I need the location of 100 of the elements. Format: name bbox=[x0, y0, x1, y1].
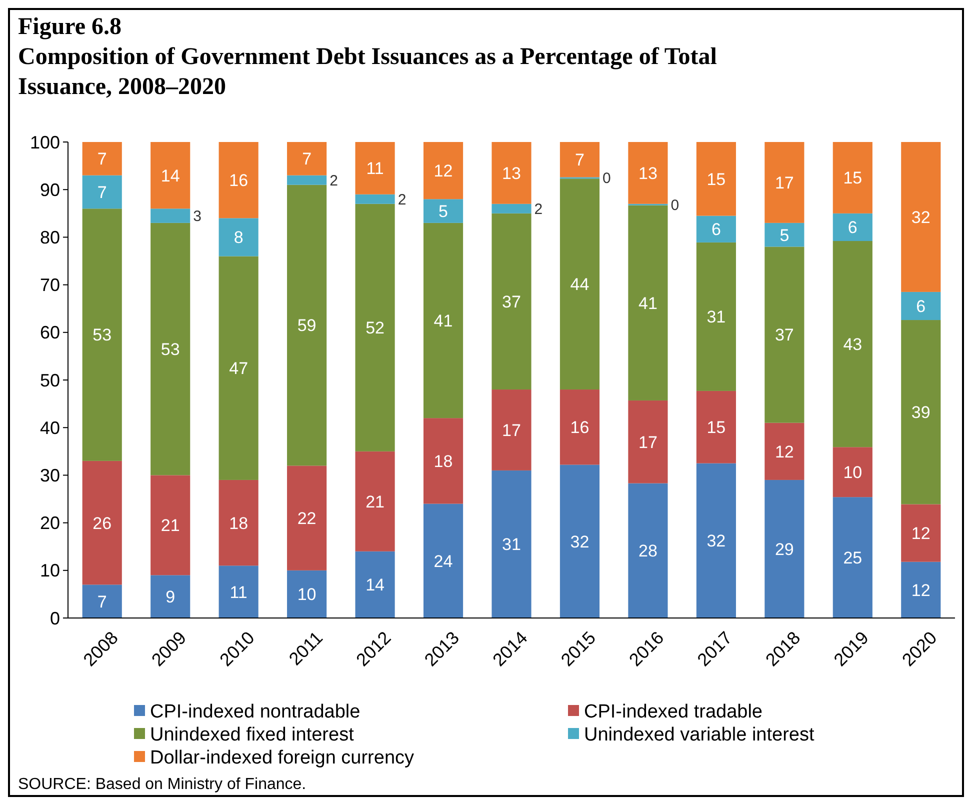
data-label: 12 bbox=[911, 580, 930, 600]
y-tick-label: 60 bbox=[40, 322, 60, 343]
data-label: 18 bbox=[229, 514, 248, 533]
bar bbox=[287, 466, 327, 570]
y-tick-label: 70 bbox=[40, 275, 60, 296]
bar bbox=[355, 204, 395, 452]
data-label: 16 bbox=[229, 171, 248, 190]
legend-label: Unindexed variable interest bbox=[584, 724, 815, 746]
bar bbox=[82, 460, 122, 585]
bar bbox=[560, 178, 600, 390]
y-tick-label: 90 bbox=[40, 180, 60, 200]
bar bbox=[82, 584, 122, 618]
bar bbox=[287, 570, 327, 618]
data-label: 52 bbox=[366, 318, 384, 338]
data-label: 32 bbox=[570, 532, 590, 552]
y-tick-label: 30 bbox=[40, 466, 60, 486]
data-label: 41 bbox=[638, 294, 658, 313]
data-label: 44 bbox=[570, 275, 590, 294]
data-label: 10 bbox=[297, 585, 316, 604]
bar bbox=[764, 142, 804, 223]
data-label: 7 bbox=[97, 150, 107, 169]
data-label: 10 bbox=[843, 463, 862, 482]
bar bbox=[423, 199, 464, 223]
bar bbox=[287, 175, 327, 185]
data-label: 5 bbox=[780, 226, 790, 245]
bar bbox=[764, 222, 804, 247]
bar bbox=[218, 256, 258, 480]
bar bbox=[355, 194, 395, 204]
bar bbox=[355, 551, 395, 618]
bar bbox=[218, 218, 258, 256]
data-label: 41 bbox=[434, 311, 453, 330]
source-note: SOURCE: Based on Ministry of Finance. bbox=[18, 776, 306, 793]
data-label: 15 bbox=[843, 168, 862, 188]
bar bbox=[82, 175, 122, 209]
bar bbox=[764, 422, 804, 480]
data-label: 13 bbox=[502, 164, 521, 183]
data-label: 17 bbox=[502, 420, 521, 440]
chart-title: Figure 6.8 Composition of Government Debt Issuances as a Percentage of Total Issuance, 2008–2020 bbox=[18, 14, 718, 100]
y-tick-label: 10 bbox=[40, 560, 60, 581]
bar bbox=[628, 483, 668, 618]
data-label: 17 bbox=[638, 432, 658, 452]
data-label: 32 bbox=[911, 208, 930, 227]
bar bbox=[218, 142, 258, 218]
bar bbox=[764, 480, 804, 618]
data-label: 7 bbox=[97, 182, 107, 202]
data-label: 2 bbox=[534, 200, 543, 218]
data-label: 2 bbox=[330, 172, 338, 190]
bar bbox=[492, 204, 532, 214]
y-tick-label: 80 bbox=[40, 228, 60, 248]
data-label: 53 bbox=[92, 326, 112, 345]
bar bbox=[628, 205, 668, 400]
bar bbox=[150, 208, 190, 223]
bar bbox=[423, 142, 464, 200]
data-label: 59 bbox=[297, 316, 316, 336]
data-label: 21 bbox=[366, 492, 384, 512]
bar bbox=[901, 292, 941, 320]
bar bbox=[492, 470, 532, 618]
bar bbox=[287, 142, 327, 176]
data-label: 6 bbox=[711, 220, 721, 240]
legend-label: Unindexed fixed interest bbox=[150, 724, 355, 746]
data-label: 31 bbox=[706, 308, 726, 327]
bar bbox=[82, 142, 122, 176]
data-label: 18 bbox=[434, 452, 453, 471]
bar bbox=[696, 390, 736, 464]
bar bbox=[218, 480, 258, 566]
data-label: 26 bbox=[92, 514, 112, 533]
bar bbox=[901, 142, 941, 292]
bar bbox=[355, 142, 395, 194]
bar bbox=[696, 463, 736, 618]
bar bbox=[492, 213, 532, 390]
data-label: 9 bbox=[166, 588, 176, 607]
bar bbox=[764, 246, 804, 423]
bar bbox=[287, 184, 327, 466]
data-label: 13 bbox=[638, 164, 658, 183]
y-tick-label: 0 bbox=[50, 608, 60, 628]
data-label: 6 bbox=[848, 218, 858, 238]
data-label: 32 bbox=[706, 532, 726, 551]
bar bbox=[150, 142, 190, 209]
data-label: 14 bbox=[160, 166, 180, 186]
data-label: 5 bbox=[438, 202, 448, 221]
data-label: 24 bbox=[434, 552, 453, 571]
y-tick-label: 100 bbox=[30, 132, 60, 152]
bar bbox=[492, 390, 532, 470]
data-label: 11 bbox=[366, 159, 384, 178]
data-label: 25 bbox=[843, 548, 862, 568]
data-label: 28 bbox=[638, 542, 658, 561]
data-label: 39 bbox=[911, 403, 930, 422]
bar bbox=[560, 142, 600, 178]
bar bbox=[901, 504, 941, 562]
data-label: 0 bbox=[602, 170, 611, 188]
data-label: 15 bbox=[706, 170, 726, 189]
data-label: 37 bbox=[774, 326, 794, 345]
data-label: 0 bbox=[670, 196, 680, 214]
data-label: 47 bbox=[229, 359, 248, 378]
bar bbox=[901, 562, 941, 618]
data-label: 53 bbox=[160, 340, 180, 360]
data-label: 43 bbox=[843, 335, 862, 354]
data-label: 17 bbox=[774, 173, 794, 192]
legend-label: CPI-indexed tradable bbox=[584, 702, 762, 723]
y-tick-label: 20 bbox=[40, 513, 60, 534]
